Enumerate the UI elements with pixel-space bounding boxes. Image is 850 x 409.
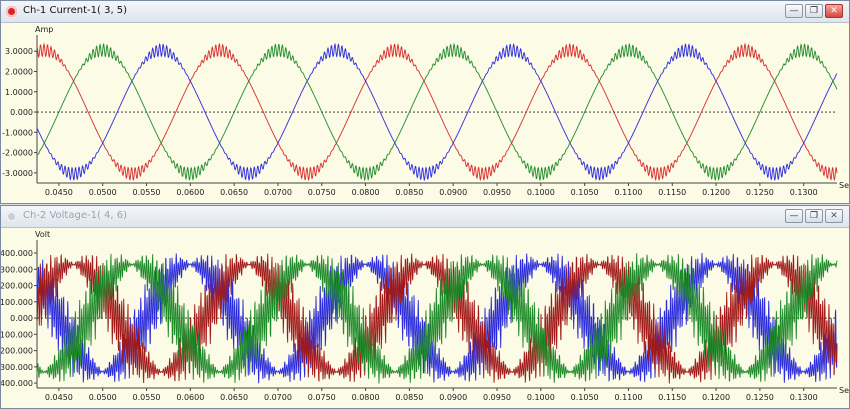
y-axis-label: Volt (35, 230, 50, 239)
minimize-button[interactable]: — (785, 4, 803, 18)
x-tick-label: 0.0800 (352, 393, 380, 402)
x-tick-label: 0.1100 (614, 188, 642, 197)
y-tick-label: 1.0000 (5, 88, 33, 97)
series-line (36, 42, 838, 182)
x-tick-label: 0.1300 (790, 188, 818, 197)
y-axis-label: Amp (35, 25, 53, 34)
x-tick-label: 0.0900 (439, 188, 467, 197)
x-tick-label: 0.0900 (439, 393, 467, 402)
restore-button[interactable]: ❐ (805, 209, 823, 223)
voltage-window-titlebar[interactable]: Ch-2 Voltage-1( 4, 6) — ❐ ✕ (1, 206, 849, 228)
x-axis-label: Sec (839, 181, 849, 190)
y-tick-label: -3.0000 (2, 169, 33, 178)
x-tick-label: 0.0700 (264, 188, 292, 197)
y-tick-label: 200.000 (1, 282, 33, 291)
y-tick-label: -400.000 (1, 379, 33, 388)
x-tick-label: 0.0450 (45, 393, 73, 402)
x-tick-label: 0.1050 (571, 188, 599, 197)
x-tick-label: 0.1100 (614, 393, 642, 402)
y-tick-label: 0.000 (10, 314, 33, 323)
x-axis-label: Sec (839, 386, 849, 395)
x-tick-label: 0.0950 (483, 188, 511, 197)
voltage-window-title: Ch-2 Voltage-1( 4, 6) (23, 210, 128, 221)
x-tick-label: 0.1000 (527, 188, 555, 197)
voltage-window: Ch-2 Voltage-1( 4, 6) — ❐ ✕ Volt Sec 400.0… (0, 205, 850, 409)
x-tick-label: 0.0850 (395, 188, 423, 197)
y-tick-label: 300.000 (1, 265, 33, 274)
x-tick-label: 0.1250 (746, 188, 774, 197)
close-button[interactable]: ✕ (825, 209, 843, 223)
series-line (36, 42, 838, 182)
y-tick-label: 0.000 (10, 108, 33, 117)
y-tick-label: -100.000 (1, 330, 33, 339)
current-window: Ch-1 Current-1( 3, 5) — ❐ ✕ Amp Sec 3.0000… (0, 0, 850, 204)
x-tick-label: 0.1200 (702, 188, 730, 197)
x-tick-label: 0.0500 (89, 393, 117, 402)
y-tick-label: -1.0000 (2, 128, 33, 137)
series-line (36, 253, 838, 384)
x-tick-label: 0.0750 (308, 188, 336, 197)
y-tick-label: -200.000 (1, 347, 33, 356)
x-tick-label: 0.0650 (220, 393, 248, 402)
current-window-titlebar[interactable]: Ch-1 Current-1( 3, 5) — ❐ ✕ (1, 1, 849, 23)
x-tick-label: 0.1150 (658, 188, 686, 197)
x-tick-label: 0.1150 (658, 393, 686, 402)
series-line (36, 252, 838, 384)
x-tick-label: 0.1050 (571, 393, 599, 402)
x-tick-label: 0.0600 (176, 188, 204, 197)
current-chart[interactable]: Amp Sec 3.0000 2.0000 1.0000 0.000 -1.0000 -2.0… (1, 23, 849, 203)
y-tick-label: 2.0000 (5, 67, 33, 76)
x-tick-label: 0.0500 (89, 188, 117, 197)
x-tick-label: 0.0650 (220, 188, 248, 197)
minimize-button[interactable]: — (785, 209, 803, 223)
voltage-chart[interactable]: Volt Sec 400.000 300.000 200.000 100.000 0.000… (1, 228, 849, 408)
y-tick-label: 100.000 (1, 298, 33, 307)
x-tick-label: 0.1250 (746, 393, 774, 402)
y-tick-label: 3.0000 (5, 47, 33, 56)
restore-button[interactable]: ❐ (805, 4, 823, 18)
x-tick-label: 0.0700 (264, 393, 292, 402)
x-tick-label: 0.0450 (45, 188, 73, 197)
x-tick-label: 0.0750 (308, 393, 336, 402)
series-line (36, 42, 838, 182)
y-tick-label: -2.0000 (2, 149, 33, 158)
x-tick-label: 0.0800 (352, 188, 380, 197)
current-window-title: Ch-1 Current-1( 3, 5) (23, 5, 128, 16)
x-tick-label: 0.0950 (483, 393, 511, 402)
y-tick-label: 400.000 (1, 249, 33, 258)
x-tick-label: 0.1000 (527, 393, 555, 402)
x-tick-label: 0.0850 (395, 393, 423, 402)
y-tick-label: -300.000 (1, 363, 33, 372)
channel-icon (6, 6, 17, 17)
close-button[interactable]: ✕ (825, 4, 843, 18)
x-tick-label: 0.0600 (176, 393, 204, 402)
x-tick-label: 0.0550 (133, 188, 161, 197)
channel-icon (6, 211, 17, 222)
series-line (36, 253, 838, 384)
x-tick-label: 0.1200 (702, 393, 730, 402)
x-tick-label: 0.1300 (790, 393, 818, 402)
x-tick-label: 0.0550 (133, 393, 161, 402)
